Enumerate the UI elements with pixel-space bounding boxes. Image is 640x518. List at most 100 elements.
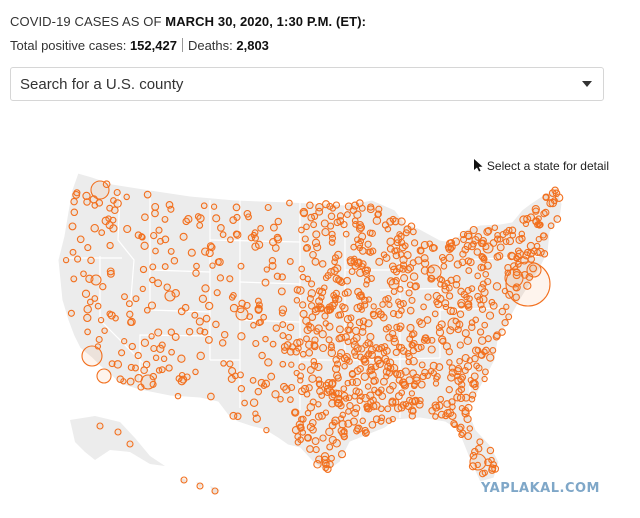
- county-bubble[interactable]: [445, 253, 454, 262]
- county-bubble[interactable]: [390, 288, 398, 295]
- county-bubble[interactable]: [480, 254, 488, 262]
- county-bubble[interactable]: [198, 294, 208, 303]
- county-bubble[interactable]: [185, 327, 194, 336]
- county-bubble[interactable]: [441, 285, 450, 294]
- county-bubble[interactable]: [340, 220, 348, 229]
- county-bubble[interactable]: [235, 307, 249, 321]
- county-bubble[interactable]: [149, 372, 158, 381]
- county-bubble[interactable]: [158, 366, 166, 374]
- county-bubble[interactable]: [335, 311, 343, 319]
- county-bubble[interactable]: [358, 345, 366, 353]
- county-bubble[interactable]: [394, 310, 403, 319]
- county-bubble[interactable]: [134, 351, 142, 360]
- county-bubble[interactable]: [381, 343, 389, 351]
- county-bubble[interactable]: [491, 224, 499, 231]
- county-bubble[interactable]: [457, 301, 465, 309]
- county-bubble[interactable]: [298, 387, 306, 396]
- county-bubble[interactable]: [554, 193, 564, 202]
- county-bubble[interactable]: [489, 347, 497, 354]
- county-bubble[interactable]: [477, 351, 486, 359]
- county-bubble[interactable]: [481, 368, 489, 376]
- county-bubble[interactable]: [193, 262, 200, 270]
- county-bubble[interactable]: [167, 205, 175, 213]
- county-bubble[interactable]: [433, 373, 441, 381]
- county-bubble[interactable]: [308, 280, 316, 288]
- county-bubble[interactable]: [202, 314, 211, 323]
- county-bubble[interactable]: [325, 336, 333, 344]
- county-bubble[interactable]: [279, 360, 287, 368]
- county-bubble[interactable]: [345, 394, 353, 402]
- county-bubble[interactable]: [548, 198, 558, 208]
- county-bubble[interactable]: [182, 217, 190, 226]
- county-bubble[interactable]: [341, 362, 348, 370]
- county-bubble[interactable]: [106, 267, 115, 276]
- us-county-bubble-map[interactable]: [0, 160, 640, 500]
- county-bubble[interactable]: [397, 232, 405, 241]
- county-bubble[interactable]: [406, 396, 413, 404]
- county-bubble[interactable]: [477, 284, 487, 293]
- county-bubble[interactable]: [249, 377, 257, 384]
- county-bubble[interactable]: [299, 207, 309, 217]
- county-bubble[interactable]: [155, 226, 163, 234]
- county-bubble[interactable]: [493, 331, 501, 340]
- county-bubble[interactable]: [385, 417, 393, 424]
- county-bubble[interactable]: [254, 305, 263, 314]
- county-bubble[interactable]: [328, 239, 336, 246]
- county-bubble[interactable]: [312, 230, 321, 239]
- county-bubble[interactable]: [278, 309, 286, 317]
- county-bubble[interactable]: [351, 392, 359, 400]
- county-bubble[interactable]: [452, 274, 461, 283]
- county-bubble[interactable]: [527, 255, 536, 263]
- county-bubble[interactable]: [466, 295, 473, 302]
- county-bubble[interactable]: [474, 346, 482, 354]
- county-bubble[interactable]: [385, 324, 392, 331]
- county-bubble[interactable]: [171, 333, 180, 341]
- county-bubble[interactable]: [341, 290, 349, 297]
- county-bubble[interactable]: [165, 364, 173, 372]
- county-bubble[interactable]: [526, 249, 535, 258]
- county-bubble[interactable]: [299, 309, 308, 318]
- county-bubble[interactable]: [448, 398, 456, 406]
- county-bubble[interactable]: [106, 241, 114, 250]
- county-bubble[interactable]: [252, 414, 261, 423]
- county-bubble[interactable]: [220, 360, 227, 367]
- county-bubble[interactable]: [469, 225, 478, 235]
- county-bubble[interactable]: [123, 224, 132, 234]
- county-bubble[interactable]: [481, 321, 489, 329]
- county-bubble[interactable]: [437, 395, 445, 403]
- county-bubble[interactable]: [305, 384, 313, 392]
- county-bubble[interactable]: [388, 278, 400, 290]
- county-bubble[interactable]: [217, 224, 225, 232]
- county-bubble[interactable]: [140, 366, 148, 375]
- county-bubble[interactable]: [546, 199, 555, 208]
- county-bubble[interactable]: [359, 317, 368, 325]
- county-bubble[interactable]: [478, 470, 487, 478]
- county-bubble[interactable]: [475, 364, 483, 372]
- county-bubble[interactable]: [255, 319, 263, 327]
- county-bubble[interactable]: [364, 383, 372, 390]
- county-bubble[interactable]: [362, 342, 369, 349]
- county-bubble[interactable]: [469, 240, 477, 248]
- county-bubble[interactable]: [196, 214, 205, 223]
- county-bubble[interactable]: [456, 310, 465, 318]
- county-bubble[interactable]: [299, 415, 307, 423]
- county-bubble[interactable]: [201, 284, 210, 293]
- county-bubble[interactable]: [405, 376, 414, 385]
- county-bubble[interactable]: [509, 231, 517, 239]
- county-bubble[interactable]: [158, 341, 166, 349]
- county-bubble[interactable]: [461, 329, 470, 338]
- county-bubble[interactable]: [323, 307, 331, 314]
- county-bubble[interactable]: [540, 210, 548, 218]
- county-bubble[interactable]: [382, 367, 391, 376]
- county-bubble[interactable]: [473, 248, 482, 256]
- county-bubble[interactable]: [83, 313, 92, 323]
- county-bubble[interactable]: [358, 204, 366, 212]
- county-bubble[interactable]: [405, 358, 412, 366]
- county-bubble[interactable]: [262, 335, 269, 343]
- county-bubble[interactable]: [498, 307, 507, 316]
- county-bubble[interactable]: [311, 437, 320, 446]
- county-bubble[interactable]: [467, 376, 474, 384]
- county-bubble[interactable]: [366, 367, 374, 375]
- county-bubble[interactable]: [91, 202, 99, 209]
- county-bubble[interactable]: [318, 392, 326, 399]
